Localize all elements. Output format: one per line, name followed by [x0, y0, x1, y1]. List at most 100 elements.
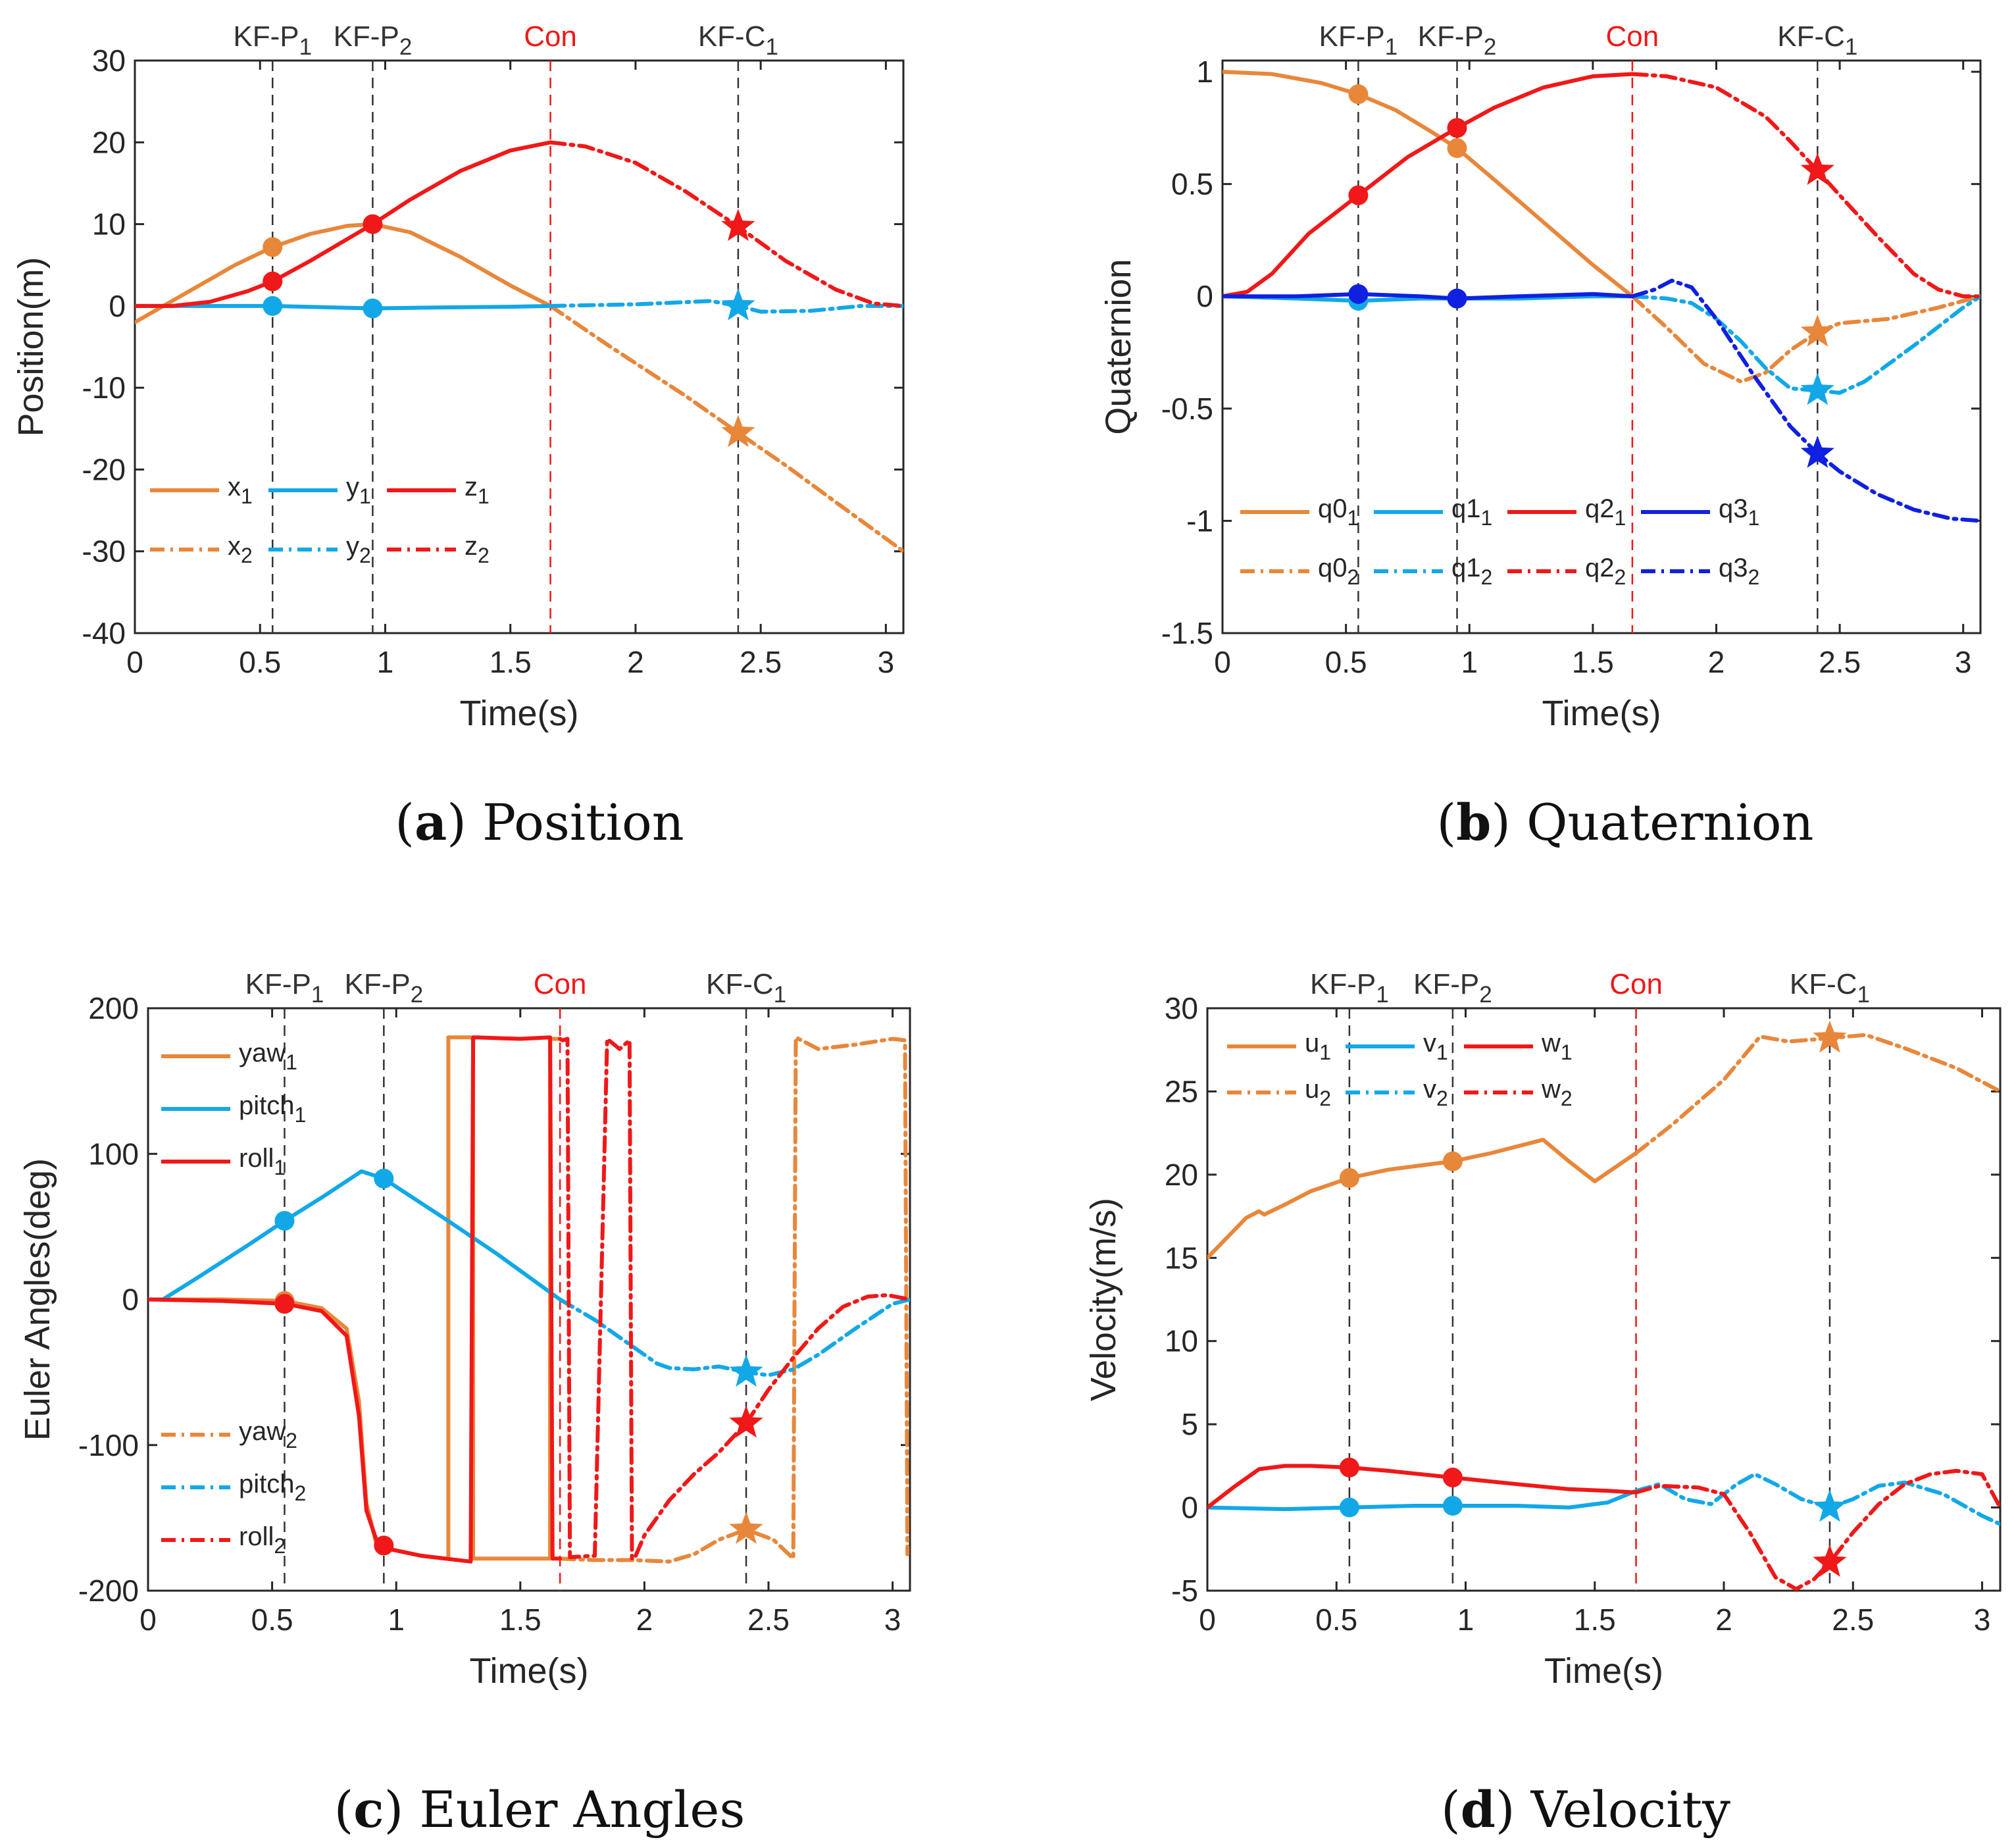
x-tick-label: 1.5 — [499, 1603, 542, 1637]
chart-panel-4: 0 0.5 1 1.5 2 2.5 3-5051015202530Time(s)Veloci… — [1084, 968, 2002, 1691]
caption-a: (a) Position — [395, 793, 684, 852]
keyframe-marker — [1442, 1468, 1463, 1488]
y-tick-label: 100 — [88, 1137, 139, 1171]
series-line-w2 — [1634, 1468, 2000, 1591]
legend-label-u2: u2 — [1305, 1075, 1331, 1110]
series-line-w1 — [1207, 1464, 1638, 1510]
y-tick-label: 0 — [1181, 1491, 1198, 1525]
series-line-q3_2 — [1630, 278, 1980, 523]
series-line-z1 — [135, 140, 553, 308]
star-marker — [729, 1354, 763, 1387]
legend-label-w2: w2 — [1541, 1075, 1573, 1110]
x-tick-label: 2 — [627, 645, 644, 679]
x-tick-label: 2 — [1715, 1603, 1732, 1637]
y-tick-label: -100 — [78, 1428, 139, 1462]
x-axis-label: Time(s) — [1544, 1651, 1663, 1691]
legend-label-q12: q12 — [1451, 553, 1492, 589]
series-line-roll2 — [558, 1037, 910, 1561]
x-tick-label: 0.5 — [1315, 1603, 1357, 1637]
y-tick-label: -1 — [1186, 503, 1213, 538]
series-line-q0_2 — [1630, 294, 1980, 384]
event-label-4: KF-C1 — [1777, 20, 1857, 60]
x-tick-label: 1.5 — [490, 645, 532, 679]
event-label-1: KF-P1 — [233, 20, 312, 60]
x-tick-label: 2 — [636, 1603, 653, 1637]
series-line-x1 — [135, 222, 553, 324]
legend-label-q11: q11 — [1451, 494, 1492, 530]
y-tick-label: -5 — [1171, 1574, 1198, 1608]
y-tick-label: 25 — [1165, 1074, 1198, 1108]
y-tick-label: 1 — [1196, 55, 1213, 89]
event-label-2: KF-P2 — [1413, 968, 1492, 1008]
star-marker — [1800, 314, 1834, 347]
x-tick-label: 3 — [1974, 1603, 1991, 1637]
star-marker — [1813, 1020, 1847, 1053]
x-tick-label: 0 — [1199, 1603, 1216, 1637]
star-marker — [1800, 372, 1834, 405]
keyframe-marker — [1447, 288, 1467, 309]
star-marker — [721, 415, 755, 448]
series-line-q3_1 — [1222, 292, 1634, 301]
keyframe-marker — [1339, 1168, 1359, 1188]
legend-label-z2: z2 — [465, 532, 490, 567]
legend-label-y1: y1 — [346, 473, 371, 508]
series-line-pitch2 — [558, 1297, 910, 1377]
y-tick-label: 30 — [92, 43, 126, 78]
legend-label-w1: w1 — [1541, 1029, 1573, 1064]
keyframe-marker — [1339, 1457, 1359, 1477]
x-tick-label: 2 — [1708, 645, 1725, 679]
legend-label-pitch1: pitch1 — [239, 1091, 306, 1127]
series-line-v1 — [1207, 1489, 1638, 1512]
event-label-1: KF-P1 — [1310, 968, 1389, 1008]
legend-label-pitch2: pitch2 — [239, 1470, 306, 1505]
x-tick-label: 1.5 — [1572, 645, 1614, 679]
x-axis-label: Time(s) — [460, 694, 579, 733]
legend-label-x2: x2 — [228, 532, 253, 567]
y-tick-label: 0.5 — [1171, 167, 1213, 201]
y-tick-label: 0 — [1196, 279, 1213, 313]
caption-d: (d) Velocity — [1441, 1780, 1730, 1839]
x-tick-label: 0 — [126, 645, 143, 679]
y-axis-label: Euler Angles(deg) — [18, 1158, 57, 1441]
x-tick-label: 2.5 — [1832, 1603, 1874, 1637]
keyframe-marker — [1447, 138, 1467, 159]
y-axis-label: Quaternion — [1099, 259, 1138, 434]
plot-area — [134, 59, 905, 634]
legend-label-y2: y2 — [346, 532, 371, 567]
legend-label-q31: q31 — [1719, 494, 1759, 530]
star-marker — [1800, 153, 1834, 185]
star-marker — [1813, 1489, 1847, 1522]
y-tick-label: 5 — [1181, 1407, 1198, 1441]
legend-label-roll2: roll2 — [239, 1522, 286, 1558]
y-axis-label: Velocity(m/s) — [1084, 1198, 1123, 1401]
keyframe-marker — [263, 295, 283, 316]
legend-label-roll1: roll1 — [239, 1144, 286, 1179]
x-tick-label: 2.5 — [747, 1603, 790, 1637]
event-label-2: KF-P2 — [1418, 20, 1497, 60]
y-tick-label: 30 — [1165, 991, 1198, 1025]
keyframe-marker — [374, 1535, 394, 1556]
x-tick-label: 2.5 — [1819, 645, 1861, 679]
legend-label-yaw2: yaw2 — [239, 1417, 297, 1452]
series-line-y2 — [548, 299, 903, 314]
x-tick-label: 1 — [388, 1603, 405, 1637]
x-tick-label: 3 — [1955, 645, 1972, 679]
legend-label-v1: v1 — [1423, 1029, 1448, 1064]
event-label-1: KF-P1 — [1319, 20, 1398, 60]
x-tick-label: 1 — [1461, 645, 1478, 679]
event-label-2: KF-P2 — [334, 20, 413, 60]
event-label-3: Con — [524, 20, 577, 53]
chart-panel-2: 0 0.5 1 1.5 2 2.5 3 -1.5 -1 -0.5 0 0.5 1 Time(s) Quate… — [1099, 20, 1982, 733]
keyframe-marker — [374, 1168, 394, 1189]
y-tick-label: 0 — [122, 1283, 139, 1317]
y-tick-label: -10 — [82, 371, 126, 405]
plot-area — [1206, 1007, 2002, 1592]
y-tick-label: -0.5 — [1161, 392, 1213, 426]
y-tick-label: 15 — [1165, 1241, 1198, 1275]
x-tick-label: 3 — [878, 645, 895, 679]
series-line-q2_1 — [1222, 72, 1634, 299]
series-line-q0_1 — [1222, 70, 1634, 299]
legend-label-yaw1: yaw1 — [239, 1039, 297, 1074]
x-tick-label: 1.5 — [1574, 1603, 1616, 1637]
star-marker — [721, 288, 755, 321]
